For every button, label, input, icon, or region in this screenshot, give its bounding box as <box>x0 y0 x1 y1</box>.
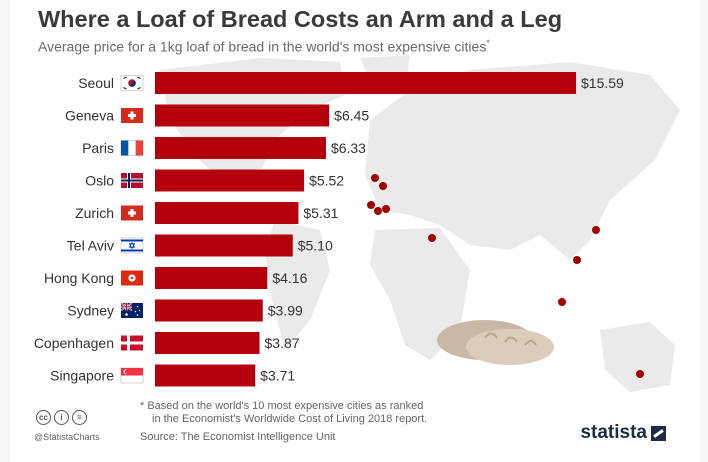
bar-tel-aviv <box>155 234 293 257</box>
value-label-tel-aviv: $5.10 <box>298 238 333 254</box>
city-dots <box>367 174 644 378</box>
city-dot-copenhagen <box>379 182 387 190</box>
flag-france-icon <box>120 140 144 156</box>
city-dot-paris <box>367 201 375 209</box>
city-dot-oslo <box>371 174 379 182</box>
flag-israel-icon <box>120 237 144 254</box>
bar-geneva <box>155 104 330 127</box>
subtitle-text: Average price for a 1kg loaf of bread in… <box>38 38 487 55</box>
bar-oslo <box>155 169 305 192</box>
category-label-oslo: Oslo <box>85 173 114 189</box>
city-dot-seoul <box>592 226 600 234</box>
bar-rows: Seoul $15.59 Geneva $6.45 Paris $6.33 Oslo $5.5… <box>34 72 624 387</box>
flag-switzerland-icon <box>121 108 143 123</box>
category-label-paris: Paris <box>82 140 114 156</box>
flag-norway-icon <box>121 173 143 188</box>
footnote-line-2: in the Economist's Worldwide Cost of Liv… <box>152 413 428 425</box>
chart-subtitle: Average price for a 1kg loaf of bread in… <box>38 38 490 55</box>
city-dot-tel-aviv <box>428 234 436 242</box>
flag-switzerland-icon <box>121 205 143 221</box>
category-label-zurich: Zurich <box>75 205 114 221</box>
value-label-hong-kong: $4.16 <box>272 270 307 286</box>
category-label-geneva: Geneva <box>65 108 114 124</box>
value-label-paris: $6.33 <box>331 140 366 156</box>
category-label-copenhagen: Copenhagen <box>34 335 114 351</box>
flag-australia-icon <box>120 302 144 319</box>
footer: cc i = @StatistaCharts * Based on the wo… <box>30 400 680 450</box>
flag-south-korea-icon <box>120 74 144 92</box>
source-note: Source: The Economist Intelligence Unit <box>140 431 336 443</box>
city-dot-geneva <box>374 207 382 215</box>
infographic-card: Where a Loaf of Bread Costs an Arm and a… <box>10 0 700 462</box>
city-dot-hong-kong <box>573 256 581 264</box>
statista-logo[interactable]: statista <box>580 422 666 444</box>
no-derivatives-icon: = <box>72 410 87 425</box>
city-dot-sydney <box>636 370 644 378</box>
flag-hong-kong-icon <box>121 270 143 286</box>
category-label-tel-aviv: Tel Aviv <box>67 238 114 254</box>
bar-zurich <box>155 202 299 224</box>
statista-mark-icon <box>651 425 666 441</box>
bar-paris <box>155 137 326 159</box>
bread-crust-lines <box>484 332 537 346</box>
bar-hong-kong <box>155 267 268 289</box>
footnote-line-1: * Based on the world's 10 most expensive… <box>140 400 424 412</box>
eurasia-shape <box>365 62 680 260</box>
city-dot-zurich <box>382 205 390 213</box>
category-label-seoul: Seoul <box>78 75 114 91</box>
attribution-icon: i <box>54 410 69 425</box>
flag-denmark-icon <box>121 335 143 351</box>
value-label-zurich: $5.31 <box>303 205 338 221</box>
license-icons: cc i = <box>36 410 87 425</box>
brand-name: statista <box>580 422 647 443</box>
value-label-oslo: $5.52 <box>309 173 344 189</box>
bread-illustration <box>437 320 554 365</box>
statista-handle: @StatistaCharts <box>34 432 100 442</box>
bar-copenhagen <box>155 332 260 354</box>
bread-loaf-front <box>466 329 554 365</box>
city-dot-singapore <box>558 298 566 306</box>
category-label-hong-kong: Hong Kong <box>44 270 114 286</box>
value-label-singapore: $3.71 <box>260 368 295 384</box>
value-label-sydney: $3.99 <box>268 303 303 319</box>
value-label-geneva: $6.45 <box>334 108 369 124</box>
category-label-singapore: Singapore <box>50 368 114 384</box>
creative-commons-icon: cc <box>36 410 51 425</box>
category-label-sydney: Sydney <box>67 303 114 319</box>
value-label-copenhagen: $3.87 <box>265 335 300 351</box>
chart-title: Where a Loaf of Bread Costs an Arm and a… <box>38 6 563 32</box>
flag-singapore-icon <box>120 367 144 384</box>
africa-shape <box>370 228 470 360</box>
value-label-seoul: $15.59 <box>581 75 624 91</box>
bar-chart: Seoul $15.59 Geneva $6.45 Paris $6.33 Oslo $5.5… <box>34 72 624 387</box>
subtitle-footnote-mark: * <box>486 38 490 48</box>
bar-sydney <box>155 299 263 322</box>
bar-seoul <box>155 72 576 94</box>
australia-shape <box>600 322 675 392</box>
bar-singapore <box>155 364 256 387</box>
footnote: * Based on the world's 10 most expensive… <box>140 400 427 426</box>
